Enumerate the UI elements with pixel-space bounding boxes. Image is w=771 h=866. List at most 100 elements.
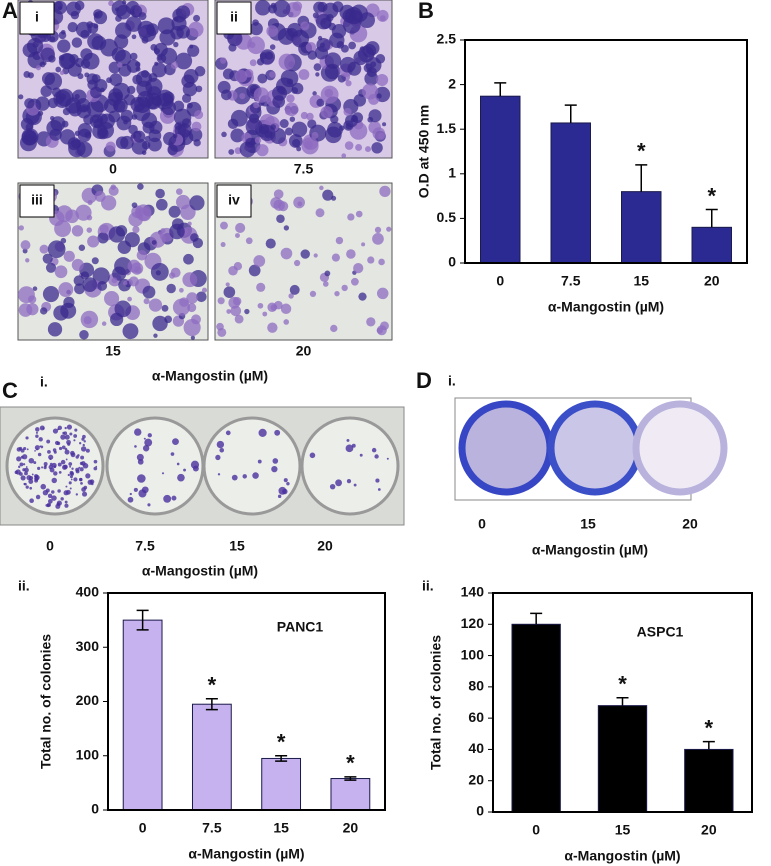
y-tick-label: 0 [91,801,99,817]
colony [34,445,40,451]
colony [346,438,350,442]
colony [85,473,91,479]
colony [60,459,66,465]
cell [151,95,163,107]
cell [156,53,167,64]
cell [99,224,109,234]
colony [58,446,63,451]
colony [137,474,146,483]
cell [346,249,356,259]
cell [345,80,352,87]
colony [35,431,38,434]
cell [372,127,386,140]
colony [144,438,153,447]
cell [319,185,324,191]
panel-label: C [2,378,18,403]
y-tick-label: 0.5 [437,209,457,225]
error-bar [136,609,149,631]
cell [76,98,91,113]
cell [172,298,191,316]
y-tick-label: 60 [468,709,484,725]
sub-label: ii. [422,578,434,594]
colony [134,428,142,436]
colony [87,479,93,485]
axis-label: α-Mangostin (µM) [548,299,664,315]
colony [133,487,138,492]
bar [684,748,734,813]
colony [64,449,70,455]
cell [48,55,56,63]
cell [353,94,367,107]
colony [51,495,57,501]
dish-caption: 7.5 [135,538,155,554]
cell [26,38,44,55]
cell [25,123,34,131]
bar [122,619,163,811]
colony [73,434,78,438]
cell [234,69,248,83]
cell [55,95,65,104]
dish [300,416,400,516]
colony [29,476,34,481]
cell [182,81,198,97]
image-caption: 20 [296,343,312,359]
dish [458,400,554,496]
cell [117,240,132,255]
colony [43,462,48,466]
cell [194,66,206,77]
cell [54,265,68,279]
cell [39,61,46,68]
cell [83,316,92,325]
colony [170,452,175,456]
y-tick-label: 200 [76,692,100,708]
cell [126,85,136,95]
significance: * [208,673,217,698]
cell [221,131,227,138]
cell [249,41,256,49]
cell [161,304,169,312]
colony [77,454,80,457]
colony [163,494,172,503]
cell [262,311,268,317]
cell [71,37,83,48]
cell [376,287,389,300]
colony [25,436,29,440]
cell [288,293,294,299]
colony [69,475,73,479]
cell [55,66,62,73]
cell [136,250,148,261]
colony [24,482,27,486]
colony [377,488,381,491]
cell [322,189,334,201]
cell [330,115,339,124]
cell [313,63,322,72]
colony [231,474,238,481]
panel-label: B [418,0,434,23]
cell [230,128,245,143]
colony [17,465,21,469]
cell [145,77,163,96]
cell [35,96,50,111]
plot-frame [492,592,753,813]
cell [114,257,133,276]
cell [141,140,151,150]
cell [187,303,197,313]
cell [273,0,291,18]
cell [270,304,278,311]
cell [300,111,309,120]
error-bar [705,208,718,228]
cell [367,116,374,123]
colony [75,493,79,496]
y-tick-label: 300 [76,638,100,654]
colony [28,457,35,464]
cell [113,99,126,113]
cell [110,312,124,327]
cell [382,122,387,127]
axis-label: α-Mangostin (µM) [532,542,648,558]
image-tag [19,184,55,218]
cell [135,204,152,221]
error-bar [530,612,543,625]
cell [106,77,112,84]
cell [63,296,75,309]
cell [116,115,132,131]
